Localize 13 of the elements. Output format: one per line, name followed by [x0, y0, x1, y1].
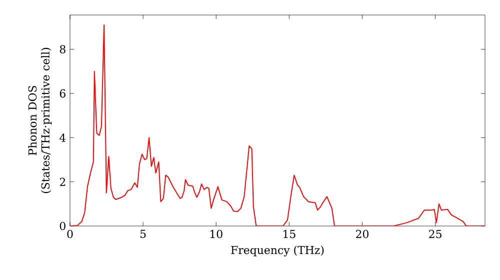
y-tick-label: 2	[60, 178, 66, 186]
x-axis-title: Frequency (THz)	[231, 246, 324, 256]
y-tick-label: 0	[60, 222, 66, 230]
x-tick-label: 20	[356, 230, 368, 238]
x-tick-label: 0	[67, 230, 73, 238]
y-axis-title: Phonon DOS (States/THz·primitive cell)	[28, 48, 52, 194]
y-tick-label: 8	[60, 45, 66, 54]
x-tick-label: 10	[210, 230, 222, 238]
y-tick-label: 6	[60, 89, 66, 98]
x-tick-label: 15	[284, 230, 296, 238]
x-tick-label: 25	[429, 230, 442, 238]
y-tick-label: 4	[60, 134, 66, 142]
x-tick-label: 5	[140, 230, 146, 238]
